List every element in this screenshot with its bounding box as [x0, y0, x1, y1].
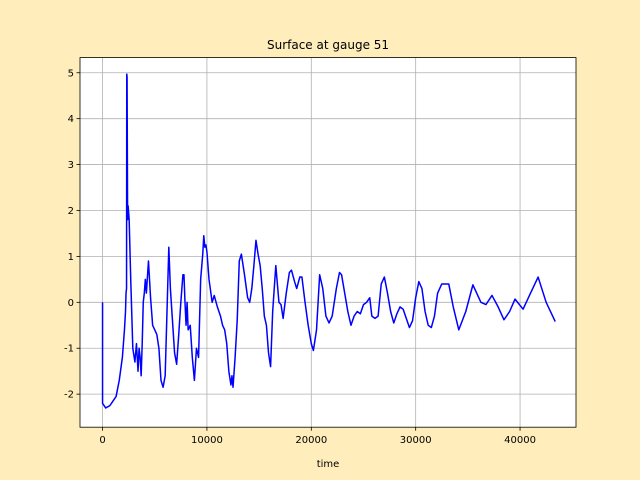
- y-tick-label: 5: [68, 68, 74, 79]
- x-tick-label: 40000: [504, 435, 536, 446]
- y-tick-label: -1: [64, 344, 74, 355]
- x-tick-label: 30000: [400, 435, 432, 446]
- axes-frame: [79, 57, 577, 428]
- chart-title: Surface at gauge 51: [267, 38, 389, 52]
- x-tick-label: 0: [99, 435, 105, 446]
- y-tick-label: 4: [68, 114, 74, 125]
- y-tick-label: 3: [68, 160, 74, 171]
- y-tick-label: 1: [68, 252, 74, 263]
- x-tick-label: 20000: [295, 435, 327, 446]
- y-tick-label: -2: [64, 390, 74, 401]
- y-tick-label: 2: [68, 206, 74, 217]
- x-tick-label: 10000: [191, 435, 223, 446]
- plot-area: [80, 57, 576, 428]
- data-line: [101, 73, 556, 409]
- y-tick-label: 0: [68, 298, 74, 309]
- x-axis-label: time: [317, 459, 340, 470]
